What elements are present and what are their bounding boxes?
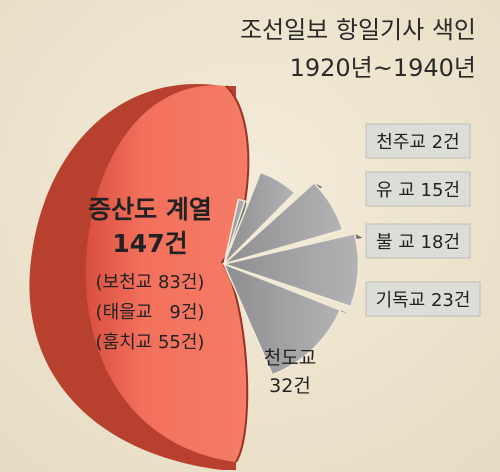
slice-label-2-box — [365, 223, 471, 259]
main-breakdown-2: (태을교 9건) — [96, 302, 205, 323]
main-breakdown-3: (훔치교 55건) — [96, 332, 205, 353]
slice-label-3: 기독교 23건 — [365, 281, 481, 317]
main-breakdown-1: (보천교 83건) — [96, 272, 205, 293]
pie-slices-gray — [221, 171, 363, 376]
slice-label-1: 유 교 15건 — [365, 171, 471, 207]
slice-label-3-text: 기독교 23건 — [376, 290, 471, 311]
slice-label-2: 불 교 18건 — [365, 223, 471, 259]
main-slice-name: 증산도 계열 — [88, 195, 212, 224]
gray-slice-3 — [221, 232, 360, 308]
pie-slice-main — [29, 83, 250, 471]
slice-label-4-line1: 천도교 — [264, 347, 316, 369]
chart-subtitle: 1920년~1940년 — [290, 54, 476, 82]
slice-label-4: 천도교 32건 — [264, 347, 316, 397]
pie-slice-main-edge — [220, 85, 250, 463]
chart-title: 조선일보 항일기사 색인 — [240, 16, 476, 44]
slice-label-2-text: 불 교 18건 — [376, 232, 460, 253]
slice-label-4-line2: 32건 — [269, 375, 311, 397]
slice-label-0-box — [365, 123, 471, 159]
main-slice-value: 147건 — [112, 229, 187, 258]
gray-slice-0 — [223, 198, 246, 265]
slice-label-1-text: 유 교 15건 — [376, 180, 460, 201]
slice-label-0-text: 천주교 2건 — [376, 132, 459, 153]
slice-label-3-box — [365, 281, 481, 317]
gray-slice-2 — [223, 181, 344, 265]
gray-slice-4 — [222, 262, 342, 376]
pie-slice-main-face — [85, 85, 249, 463]
slice-label-0: 천주교 2건 — [365, 123, 471, 159]
gray-slice-1 — [223, 171, 296, 265]
slice-label-1-box — [365, 171, 471, 207]
